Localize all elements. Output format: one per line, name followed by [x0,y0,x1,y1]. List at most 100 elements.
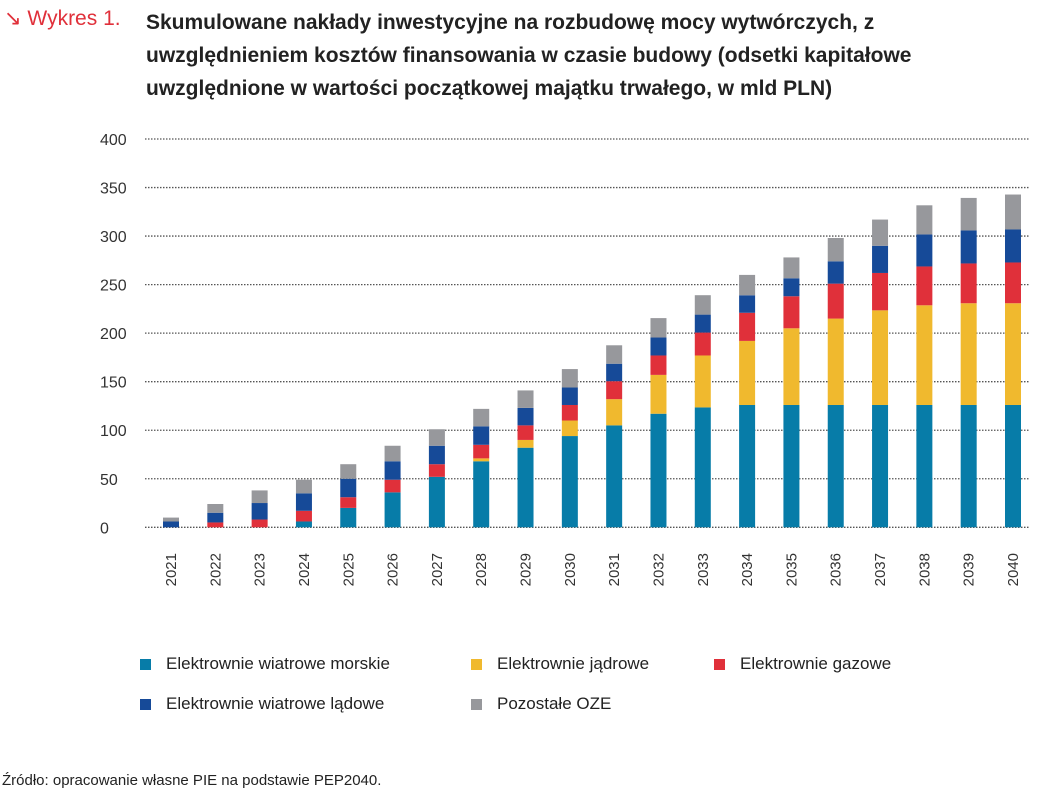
bar-segment [694,295,711,315]
x-tick-label: 2027 [429,553,446,586]
bar-segment [384,461,401,480]
legend-label: Elektrownie wiatrowe lądowe [166,694,385,713]
bar-segment [340,497,357,508]
bar-segment [163,517,179,522]
legend-label: Elektrownie jądrowe [497,654,650,673]
bar-segment [827,261,844,284]
bar-segment [916,205,933,235]
x-tick-label: 2032 [650,553,667,586]
bar-segment [340,478,357,498]
source-note: Źródło: opracowanie własne PIE na podsta… [2,772,382,789]
x-tick-label: 2036 [828,553,845,586]
y-tick-label: 200 [100,326,127,343]
bar-segment [916,266,933,306]
bar-segment [827,283,844,319]
bar-segment [428,476,445,528]
figure-label: ↘ Wykres 1. [4,7,121,30]
bar-segment [473,408,490,427]
bar-segment [960,197,977,231]
bar-segment [783,296,800,329]
bar-segment [606,381,623,400]
bar-segment [384,479,401,493]
x-tick-label: 2035 [783,553,800,586]
x-tick-label: 2033 [695,553,712,586]
bar-segment [739,404,756,528]
bar-segment [960,303,977,405]
y-tick-label: 0 [100,520,109,537]
y-tick-label: 100 [100,423,127,440]
bar-segment [561,404,578,421]
bar-segment [428,445,445,465]
bar-segment [561,387,578,405]
bar-segment [1005,262,1021,304]
x-tick-label: 2024 [296,553,313,586]
bar-segment [916,404,933,528]
y-tick-label: 350 [100,181,127,198]
bar-segment [960,263,977,304]
legend-swatch [140,658,151,670]
legend-item-nuclear: Elektrownie jądrowe [471,654,649,674]
y-tick-label: 50 [100,472,118,489]
bar-segment [207,504,224,513]
x-tick-label: 2025 [340,553,357,586]
bar-segment [872,219,889,246]
bar-segment [295,479,312,494]
bar-segment [960,230,977,264]
bar-segment [916,305,933,405]
x-tick-label: 2026 [385,553,402,586]
bar-segment [783,278,800,297]
bar-segment [1005,229,1021,263]
bar-segment [517,439,534,448]
bar-segment [384,445,401,462]
bar-segment [606,399,623,426]
legend-label: Elektrownie gazowe [740,654,892,673]
bar-segment [473,461,490,528]
x-tick-label: 2031 [606,553,623,586]
figure-title: Skumulowane nakłady inwestycyjne na rozb… [146,11,912,100]
bar-segment [650,318,667,338]
bar-segment [1005,404,1021,528]
bar-segment [473,458,490,462]
bar-segment [960,404,977,528]
bar-segment [295,510,312,522]
bar-segment [517,425,534,440]
legend-item-gas: Elektrownie gazowe [714,654,891,674]
legend-label: Pozostałe OZE [497,694,612,713]
bar-segment [251,490,268,504]
bar-segment [1005,303,1021,405]
y-tick-label: 150 [100,375,127,392]
bar-segment [783,257,800,279]
bar-segment [428,464,445,477]
bar-segment [739,312,756,341]
bar-segment [650,337,667,356]
bar-segment [694,355,711,408]
bar-segment [739,340,756,405]
legend-item-offshore-wind: Elektrownie wiatrowe morskie [140,654,390,674]
bar-segment [517,390,534,408]
y-tick-label: 400 [100,132,127,149]
x-tick-label: 2029 [518,553,535,586]
legend-swatch [471,698,482,710]
x-tick-label: 2028 [473,553,490,586]
bar-segment [606,425,623,528]
bar-segment [739,295,756,313]
x-tick-label: 2038 [916,553,933,586]
bar-segment [251,519,268,528]
bar-segment [650,355,667,375]
bar-segment [340,464,357,479]
bar-segment [384,492,401,528]
bar-segment [207,522,224,528]
bar-segment [783,404,800,528]
x-tick-label: 2040 [1005,553,1022,586]
bar-segment [694,332,711,356]
bar-segment [517,407,534,426]
bar-segment [207,512,224,523]
bar-segment [872,404,889,528]
bar-segment [1005,194,1021,230]
x-tick-label: 2030 [562,553,579,586]
bar-segment [295,521,312,528]
x-tick-label: 2022 [207,553,224,586]
bar-segment [827,318,844,405]
bar-segment [561,436,578,528]
